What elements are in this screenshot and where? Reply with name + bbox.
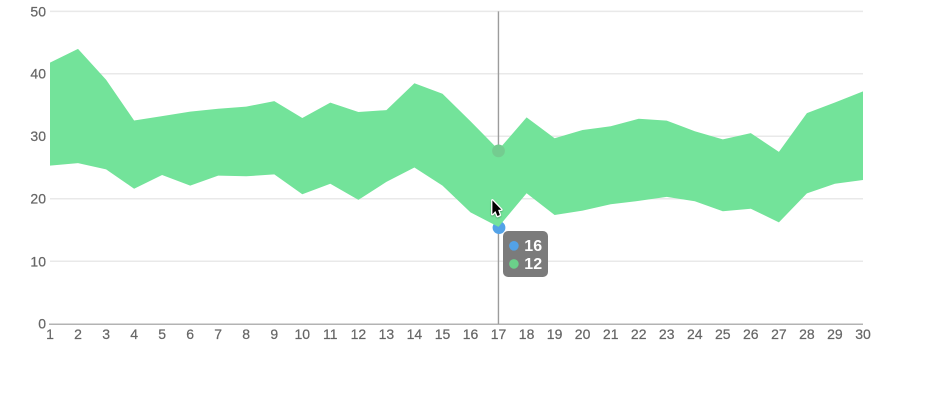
svg-text:30: 30 [855,326,871,342]
svg-text:26: 26 [743,326,759,342]
svg-text:10: 10 [295,326,311,342]
svg-text:22: 22 [631,326,647,342]
svg-text:2: 2 [74,326,82,342]
svg-text:20: 20 [30,191,46,207]
svg-text:7: 7 [214,326,222,342]
svg-text:0: 0 [38,316,46,332]
svg-text:40: 40 [30,66,46,82]
svg-text:3: 3 [102,326,110,342]
svg-text:13: 13 [379,326,395,342]
svg-text:25: 25 [715,326,731,342]
svg-text:8: 8 [242,326,250,342]
svg-text:10: 10 [30,253,46,269]
svg-text:1: 1 [46,326,54,342]
svg-text:28: 28 [799,326,815,342]
svg-text:11: 11 [323,326,338,342]
svg-text:6: 6 [186,326,194,342]
svg-text:4: 4 [130,326,138,342]
svg-text:9: 9 [270,326,278,342]
svg-text:12: 12 [351,326,367,342]
svg-text:12: 12 [524,256,542,273]
svg-text:17: 17 [491,326,507,342]
svg-text:20: 20 [575,326,591,342]
svg-text:19: 19 [547,326,563,342]
svg-text:29: 29 [827,326,843,342]
svg-text:15: 15 [435,326,451,342]
svg-text:23: 23 [659,326,675,342]
svg-text:16: 16 [463,326,479,342]
svg-text:27: 27 [771,326,787,342]
svg-text:21: 21 [603,326,619,342]
svg-text:30: 30 [30,128,46,144]
svg-text:16: 16 [524,238,542,255]
svg-text:5: 5 [158,326,166,342]
svg-text:50: 50 [30,3,46,19]
svg-text:14: 14 [407,326,423,342]
svg-text:18: 18 [519,326,535,342]
svg-text:24: 24 [687,326,703,342]
